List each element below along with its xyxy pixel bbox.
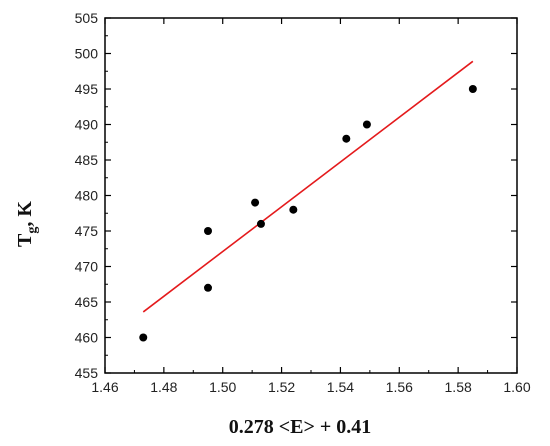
y-tick-label: 465 — [75, 294, 99, 310]
data-point — [139, 333, 148, 342]
y-tick-label: 460 — [75, 330, 99, 346]
y-axis-title: Tg, K — [14, 201, 40, 247]
x-tick-label: 1.48 — [150, 379, 177, 395]
x-tick-label: 1.60 — [503, 379, 530, 395]
data-point — [251, 198, 260, 207]
data-point — [342, 134, 351, 143]
y-tick-label: 485 — [75, 152, 99, 168]
x-tick-label: 1.52 — [268, 379, 295, 395]
y-tick-label: 475 — [75, 223, 99, 239]
plot-frame — [104, 17, 518, 374]
data-point — [204, 227, 212, 235]
x-axis-title: 0.278 <E> + 0.41 — [229, 416, 372, 438]
x-tick-label: 1.54 — [327, 379, 354, 395]
data-point — [362, 120, 371, 129]
y-tick-label: 490 — [75, 117, 99, 133]
data-point — [468, 85, 477, 93]
y-tick-label: 500 — [75, 46, 99, 62]
x-tick-label: 1.50 — [209, 379, 236, 395]
y-tick-label: 480 — [75, 188, 99, 204]
x-tick-label: 1.58 — [445, 379, 472, 395]
y-tick-label: 470 — [75, 259, 99, 275]
x-tick-label: 1.56 — [386, 379, 413, 395]
y-tick-label: 505 — [75, 10, 99, 26]
data-point — [204, 283, 212, 292]
data-point — [256, 219, 265, 228]
linear-fit-line — [142, 60, 474, 313]
data-point — [289, 205, 298, 214]
y-tick-label: 495 — [75, 81, 99, 97]
x-tick-label: 1.46 — [91, 379, 118, 395]
y-tick-label: 455 — [75, 365, 99, 381]
